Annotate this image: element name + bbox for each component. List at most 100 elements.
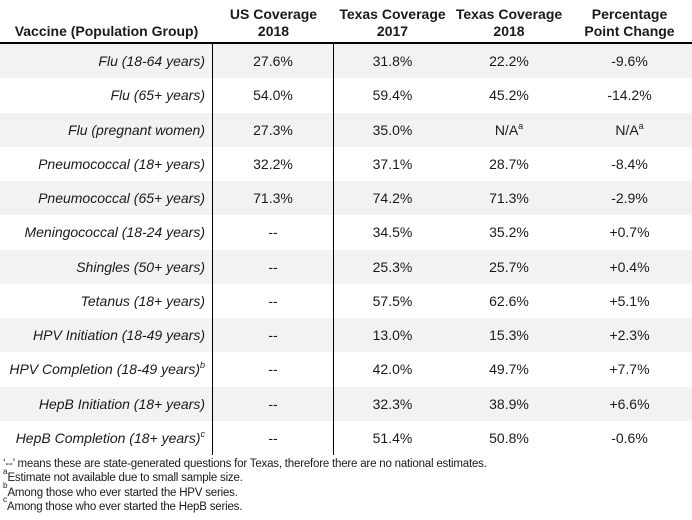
table-row: Shingles (50+ years) -- 25.3% 25.7% +0.4… bbox=[0, 249, 692, 284]
cell-percentage-point-change: -2.9% bbox=[567, 181, 692, 215]
value: 15.3% bbox=[489, 327, 529, 344]
cell-texas-coverage-2018: 22.2% bbox=[451, 44, 567, 78]
cell-percentage-point-change: +0.4% bbox=[567, 250, 692, 284]
value: 35.0% bbox=[372, 121, 413, 138]
table-row: HPV Initiation (18-49 years) -- 13.0% 15… bbox=[0, 318, 692, 353]
header-texas-coverage-2017: Texas Coverage 2017 bbox=[334, 0, 451, 42]
table-row: Pneumococcal (65+ years) 71.3% 74.2% 71.… bbox=[0, 181, 692, 216]
footnote-b: bAmong those who ever started the HPV se… bbox=[3, 481, 692, 500]
cell-vaccine-label: Pneumococcal (18+ years) bbox=[0, 146, 213, 181]
value: -- bbox=[268, 258, 278, 275]
cell-vaccine-label: HepB Completion (18+ years) c bbox=[0, 420, 213, 455]
value: -- bbox=[268, 395, 278, 412]
value: 22.2% bbox=[489, 53, 529, 70]
value: -- bbox=[268, 224, 278, 241]
cell-us-coverage-2018: -- bbox=[213, 420, 334, 455]
footnote-text: Among those who ever started the HepB se… bbox=[7, 501, 243, 514]
cell-texas-coverage-2018: 62.6% bbox=[451, 284, 567, 318]
cell-percentage-point-change: -8.4% bbox=[567, 147, 692, 181]
value: +0.7% bbox=[609, 224, 650, 241]
cell-us-coverage-2018: 71.3% bbox=[213, 181, 334, 216]
footnotes: ‘--’ means these are state-generated que… bbox=[0, 455, 692, 515]
value: 50.8% bbox=[489, 429, 529, 446]
vaccine-label: Flu (pregnant women) bbox=[68, 121, 205, 138]
value: +2.3% bbox=[609, 327, 650, 344]
table-row: HPV Completion (18-49 years) b -- 42.0% 4… bbox=[0, 352, 692, 387]
value: -9.6% bbox=[611, 53, 648, 70]
cell-texas-coverage-2018: 25.7% bbox=[451, 250, 567, 284]
cell-texas-coverage-2018: 35.2% bbox=[451, 215, 567, 249]
value: +7.7% bbox=[609, 361, 650, 378]
table-header-row: Vaccine (Population Group) US Coverage 2… bbox=[0, 0, 692, 44]
vaccine-label: Pneumococcal (18+ years) bbox=[38, 155, 205, 172]
cell-vaccine-label: Pneumococcal (65+ years) bbox=[0, 181, 213, 216]
cell-texas-coverage-2017: 35.0% bbox=[334, 113, 451, 147]
value: -- bbox=[268, 429, 278, 446]
header-label-line1: Texas Coverage bbox=[455, 5, 563, 22]
footnote-dashes: ‘--’ means these are state-generated que… bbox=[3, 457, 692, 471]
cell-percentage-point-change: +7.7% bbox=[567, 352, 692, 386]
header-label-line2: Point Change bbox=[584, 22, 675, 39]
vaccine-label: HPV Completion (18-49 years) bbox=[9, 361, 200, 378]
value: +0.4% bbox=[609, 258, 650, 275]
table-row: HepB Completion (18+ years) c -- 51.4% 50… bbox=[0, 420, 692, 455]
header-label-line2: 2018 bbox=[257, 22, 290, 39]
value: N/A bbox=[615, 121, 639, 138]
cell-vaccine-label: HepB Initiation (18+ years) bbox=[0, 386, 213, 421]
cell-percentage-point-change: +5.1% bbox=[567, 284, 692, 318]
value: 45.2% bbox=[489, 87, 529, 104]
cell-percentage-point-change: +6.6% bbox=[567, 387, 692, 421]
table-row: Flu (18-64 years) 27.6% 31.8% 22.2% -9.6… bbox=[0, 44, 692, 79]
value: 59.4% bbox=[372, 87, 413, 104]
cell-us-coverage-2018: 27.6% bbox=[213, 44, 334, 79]
value: 62.6% bbox=[489, 292, 529, 309]
value: 71.3% bbox=[253, 190, 293, 207]
header-label-line1: US Coverage bbox=[229, 5, 318, 22]
value: -14.2% bbox=[607, 87, 652, 104]
value: 49.7% bbox=[489, 361, 529, 378]
footnote-a: aEstimate not available due to small sam… bbox=[3, 467, 692, 485]
cell-texas-coverage-2017: 31.8% bbox=[334, 44, 451, 78]
cell-us-coverage-2018: -- bbox=[213, 352, 334, 387]
cell-texas-coverage-2017: 57.5% bbox=[334, 284, 451, 318]
cell-texas-coverage-2018: 45.2% bbox=[451, 78, 567, 112]
vaccine-label: HepB Completion (18+ years) bbox=[15, 429, 201, 446]
cell-vaccine-label: Flu (pregnant women) bbox=[0, 112, 213, 147]
cell-texas-coverage-2017: 13.0% bbox=[334, 318, 451, 352]
cell-us-coverage-2018: -- bbox=[213, 249, 334, 284]
cell-texas-coverage-2017: 25.3% bbox=[334, 250, 451, 284]
footnote-text: Among those who ever started the HPV ser… bbox=[7, 486, 238, 499]
superscript: c bbox=[3, 495, 7, 505]
cell-vaccine-label: HPV Initiation (18-49 years) bbox=[0, 318, 213, 353]
footnote-text: Estimate not available due to small samp… bbox=[7, 472, 243, 485]
value: 25.3% bbox=[372, 258, 413, 275]
value: -2.9% bbox=[611, 190, 648, 207]
cell-vaccine-label: Shingles (50+ years) bbox=[0, 249, 213, 284]
cell-texas-coverage-2018: 28.7% bbox=[451, 147, 567, 181]
cell-vaccine-label: Tetanus (18+ years) bbox=[0, 283, 213, 318]
cell-texas-coverage-2018: N/A a bbox=[494, 120, 524, 138]
superscript: b bbox=[3, 480, 8, 490]
header-label-line1: Percentage bbox=[591, 5, 668, 22]
table-row: Flu (pregnant women) 27.3% 35.0% N/A a N/… bbox=[0, 112, 692, 147]
value: 71.3% bbox=[489, 190, 529, 207]
cell-texas-coverage-2017: 59.4% bbox=[334, 78, 451, 112]
cell-percentage-point-change: -9.6% bbox=[567, 44, 692, 78]
value: 34.5% bbox=[372, 224, 413, 241]
value: -8.4% bbox=[611, 155, 648, 172]
cell-percentage-point-change: N/A a bbox=[615, 120, 644, 138]
header-label-line1: Texas Coverage bbox=[339, 5, 446, 22]
vaccine-label: Flu (18-64 years) bbox=[98, 53, 205, 70]
vaccine-label: Tetanus (18+ years) bbox=[80, 292, 205, 309]
vaccine-label: Pneumococcal (65+ years) bbox=[38, 190, 205, 207]
value: 13.0% bbox=[372, 327, 413, 344]
value: 27.3% bbox=[253, 121, 293, 138]
value: 32.3% bbox=[372, 395, 413, 412]
value: 25.7% bbox=[489, 258, 529, 275]
cell-texas-coverage-2017: 74.2% bbox=[334, 181, 451, 215]
vaccine-coverage-table: Vaccine (Population Group) US Coverage 2… bbox=[0, 0, 692, 455]
value: 51.4% bbox=[372, 429, 413, 446]
cell-us-coverage-2018: 32.2% bbox=[213, 146, 334, 181]
header-texas-coverage-2018: Texas Coverage 2018 bbox=[451, 0, 567, 42]
cell-vaccine-label: HPV Completion (18-49 years) b bbox=[0, 352, 213, 387]
